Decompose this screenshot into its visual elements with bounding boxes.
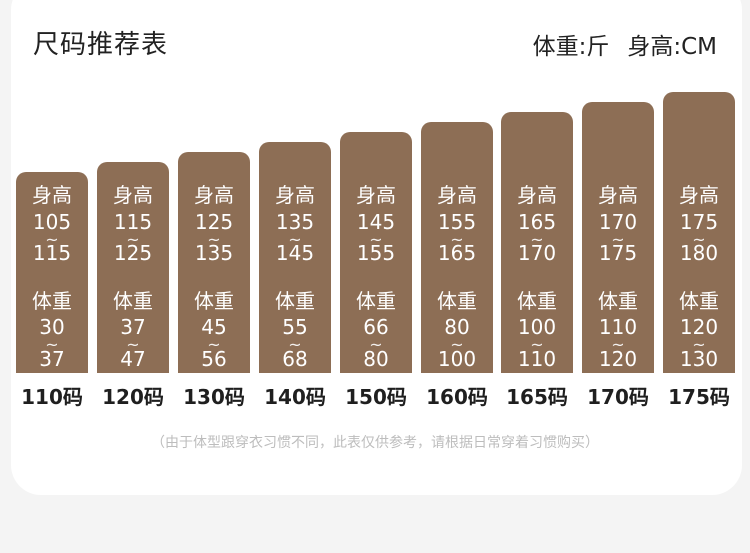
disclaimer-note: （由于体型跟穿衣习惯不同，此表仅供参考，请根据日常穿着习惯购买） <box>151 435 599 451</box>
height-min: 145 <box>356 210 396 234</box>
weight-label: 体重 <box>679 289 719 313</box>
height-min: 105 <box>32 210 72 234</box>
size-label: 150码 <box>345 385 407 409</box>
range-tilde: ~ <box>530 335 544 354</box>
range-tilde: ~ <box>611 335 625 354</box>
height-max: 115 <box>32 241 72 265</box>
size-label: 130码 <box>183 385 245 409</box>
height-label: 身高 <box>194 183 234 207</box>
range-tilde: ~ <box>692 230 706 249</box>
weight-min: 100 <box>517 315 557 339</box>
range-tilde: ~ <box>369 230 383 249</box>
height-min: 175 <box>679 210 719 234</box>
weight-label: 体重 <box>437 289 477 313</box>
weight-min: 45 <box>201 315 227 339</box>
weight-max: 56 <box>201 347 227 371</box>
height-max: 155 <box>356 241 396 265</box>
weight-label: 体重 <box>32 289 72 313</box>
weight-label: 体重 <box>275 289 315 313</box>
size-label: 165码 <box>506 385 568 409</box>
height-label: 身高 <box>517 183 557 207</box>
height-label: 身高 <box>113 183 153 207</box>
weight-max: 80 <box>363 347 389 371</box>
size-bar: 身高 170 ~175 体重 110 ~120 <box>582 102 654 373</box>
height-label: 身高 <box>598 183 638 207</box>
size-bar: 身高 145 ~155 体重 66 ~80 <box>340 132 412 373</box>
height-max: 125 <box>113 241 153 265</box>
weight-label: 体重 <box>194 289 234 313</box>
weight-max: 37 <box>39 347 65 371</box>
range-tilde: ~ <box>369 335 383 354</box>
range-tilde: ~ <box>126 335 140 354</box>
size-bar: 身高 175 ~180 体重 120 ~130 <box>663 92 735 373</box>
range-tilde: ~ <box>530 230 544 249</box>
size-label: 170码 <box>587 385 649 409</box>
height-min: 135 <box>275 210 315 234</box>
height-label: 身高 <box>356 183 396 207</box>
range-tilde: ~ <box>45 230 59 249</box>
range-tilde: ~ <box>45 335 59 354</box>
weight-min: 66 <box>363 315 389 339</box>
weight-max: 110 <box>517 347 557 371</box>
height-max: 175 <box>598 241 638 265</box>
height-label: 身高 <box>275 183 315 207</box>
height-min: 165 <box>517 210 557 234</box>
height-unit-label: 身高:CM <box>627 34 717 60</box>
size-label: 140码 <box>264 385 326 409</box>
size-label: 110码 <box>21 385 83 409</box>
weight-label: 体重 <box>598 289 638 313</box>
weight-label: 体重 <box>517 289 557 313</box>
height-min: 170 <box>598 210 638 234</box>
size-bar: 身高 105 ~115 体重 30 ~37 <box>16 172 88 373</box>
weight-max: 130 <box>679 347 719 371</box>
size-bar: 身高 125 ~135 体重 45 ~56 <box>178 152 250 373</box>
height-max: 165 <box>437 241 477 265</box>
height-max: 170 <box>517 241 557 265</box>
weight-max: 68 <box>282 347 308 371</box>
range-tilde: ~ <box>126 230 140 249</box>
size-bar: 身高 115 ~125 体重 37 ~47 <box>97 162 169 373</box>
range-tilde: ~ <box>288 230 302 249</box>
weight-min: 30 <box>39 315 65 339</box>
weight-label: 体重 <box>356 289 396 313</box>
page-title: 尺码推荐表 <box>33 30 169 60</box>
range-tilde: ~ <box>288 335 302 354</box>
weight-max: 47 <box>120 347 146 371</box>
height-label: 身高 <box>679 183 719 207</box>
size-bar: 身高 135 ~145 体重 55 ~68 <box>259 142 331 373</box>
size-bar: 身高 165 ~170 体重 100 ~110 <box>501 112 573 373</box>
range-tilde: ~ <box>207 335 221 354</box>
height-label: 身高 <box>437 183 477 207</box>
weight-min: 110 <box>598 315 638 339</box>
height-max: 145 <box>275 241 315 265</box>
weight-max: 100 <box>437 347 477 371</box>
range-tilde: ~ <box>692 335 706 354</box>
weight-min: 55 <box>282 315 308 339</box>
height-label: 身高 <box>32 183 72 207</box>
weight-unit-label: 体重:斤 <box>532 34 610 60</box>
height-max: 135 <box>194 241 234 265</box>
weight-min: 37 <box>120 315 146 339</box>
size-label: 160码 <box>426 385 488 409</box>
range-tilde: ~ <box>207 230 221 249</box>
size-bar: 身高 155 ~165 体重 80 ~100 <box>421 122 493 373</box>
height-min: 115 <box>113 210 153 234</box>
units-legend: 体重:斤 身高:CM <box>533 27 717 61</box>
weight-label: 体重 <box>113 289 153 313</box>
range-tilde: ~ <box>611 230 625 249</box>
range-tilde: ~ <box>450 230 464 249</box>
height-min: 125 <box>194 210 234 234</box>
size-label: 175码 <box>668 385 730 409</box>
size-label: 120码 <box>102 385 164 409</box>
range-tilde: ~ <box>450 335 464 354</box>
weight-min: 120 <box>679 315 719 339</box>
weight-min: 80 <box>444 315 470 339</box>
height-min: 155 <box>437 210 477 234</box>
weight-max: 120 <box>598 347 638 371</box>
height-max: 180 <box>679 241 719 265</box>
